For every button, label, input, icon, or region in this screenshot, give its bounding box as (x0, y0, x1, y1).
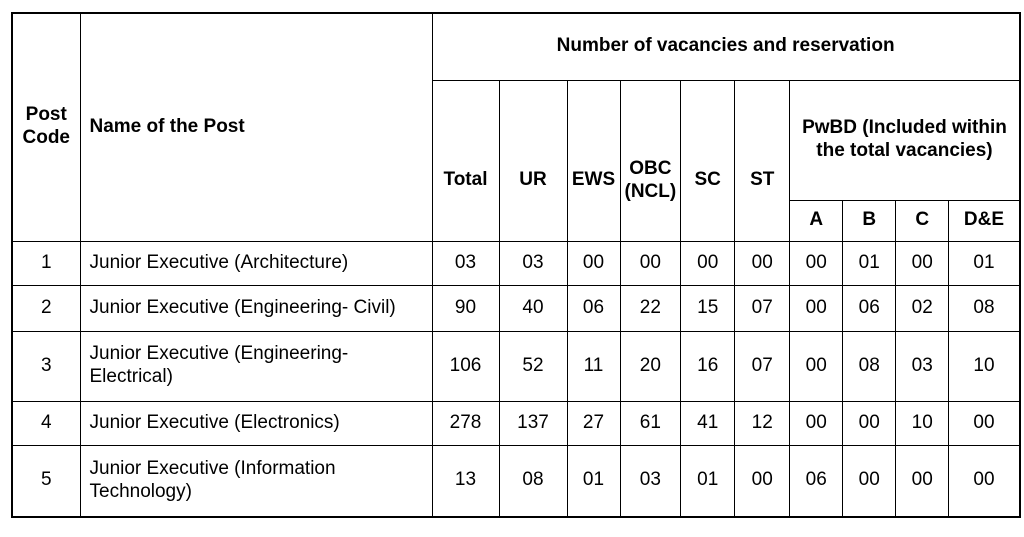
cell-ur: 137 (498, 400, 568, 446)
cell-total: 13 (431, 444, 500, 518)
table-row: 4 Junior Executive (Electronics) 278 137… (11, 400, 1021, 446)
cell-pwbd-c: 00 (895, 444, 950, 518)
header-name-of-post: Name of the Post (79, 12, 433, 242)
header-obc: OBC (NCL) (619, 79, 682, 242)
vacancy-table: Post Code Name of the Post Number of vac… (11, 12, 1021, 518)
cell-pwbd-c: 00 (895, 240, 950, 286)
cell-pwbd-de: 00 (948, 444, 1021, 518)
table-row: 2 Junior Executive (Engineering- Civil) … (11, 284, 1021, 332)
cell-pwbd-b: 00 (842, 444, 897, 518)
cell-obc: 61 (619, 400, 682, 446)
cell-total: 90 (431, 284, 500, 332)
table-row: 5 Junior Executive (Information Technolo… (11, 444, 1021, 518)
table-row: 3 Junior Executive (Engineering- Electri… (11, 330, 1021, 402)
cell-ur: 40 (498, 284, 568, 332)
cell-code: 1 (11, 240, 81, 286)
cell-total: 106 (431, 330, 500, 402)
cell-ur: 52 (498, 330, 568, 402)
header-pwbd-b: B (842, 199, 897, 242)
cell-ur: 03 (498, 240, 568, 286)
header-sc: SC (680, 79, 736, 242)
cell-st: 07 (734, 330, 791, 402)
header-pwbd-c: C (895, 199, 950, 242)
cell-sc: 00 (680, 240, 736, 286)
cell-pwbd-c: 02 (895, 284, 950, 332)
header-post-code: Post Code (11, 12, 81, 242)
header-pwbd-group: PwBD (Included within the total vacancie… (789, 79, 1021, 201)
cell-code: 5 (11, 444, 81, 518)
cell-ur: 08 (498, 444, 568, 518)
cell-name: Junior Executive (Electronics) (79, 400, 433, 446)
vacancy-table-container: Post Code Name of the Post Number of vac… (11, 12, 1021, 518)
cell-name: Junior Executive (Architecture) (79, 240, 433, 286)
cell-name: Junior Executive (Engineering- Electrica… (79, 330, 433, 402)
cell-total: 278 (431, 400, 500, 446)
cell-sc: 15 (680, 284, 736, 332)
cell-sc: 01 (680, 444, 736, 518)
cell-ews: 11 (566, 330, 621, 402)
cell-ews: 01 (566, 444, 621, 518)
cell-obc: 20 (619, 330, 682, 402)
cell-pwbd-a: 06 (789, 444, 844, 518)
header-vacancies-group: Number of vacancies and reservation (431, 12, 1021, 81)
cell-name: Junior Executive (Engineering- Civil) (79, 284, 433, 332)
cell-code: 4 (11, 400, 81, 446)
cell-obc: 03 (619, 444, 682, 518)
cell-st: 00 (734, 444, 791, 518)
cell-pwbd-c: 03 (895, 330, 950, 402)
cell-code: 3 (11, 330, 81, 402)
cell-ews: 06 (566, 284, 621, 332)
header-pwbd-a: A (789, 199, 844, 242)
table-row: 1 Junior Executive (Architecture) 03 03 … (11, 240, 1021, 286)
cell-pwbd-a: 00 (789, 400, 844, 446)
cell-obc: 00 (619, 240, 682, 286)
cell-st: 12 (734, 400, 791, 446)
cell-pwbd-b: 08 (842, 330, 897, 402)
cell-pwbd-de: 01 (948, 240, 1021, 286)
cell-pwbd-c: 10 (895, 400, 950, 446)
cell-pwbd-de: 10 (948, 330, 1021, 402)
header-ews: EWS (566, 79, 621, 242)
cell-pwbd-b: 06 (842, 284, 897, 332)
header-total: Total (431, 79, 500, 242)
cell-st: 07 (734, 284, 791, 332)
cell-ews: 27 (566, 400, 621, 446)
cell-pwbd-b: 01 (842, 240, 897, 286)
header-ur: UR (498, 79, 568, 242)
cell-pwbd-b: 00 (842, 400, 897, 446)
cell-pwbd-de: 00 (948, 400, 1021, 446)
cell-pwbd-de: 08 (948, 284, 1021, 332)
cell-pwbd-a: 00 (789, 284, 844, 332)
cell-total: 03 (431, 240, 500, 286)
cell-ews: 00 (566, 240, 621, 286)
cell-st: 00 (734, 240, 791, 286)
cell-code: 2 (11, 284, 81, 332)
cell-name: Junior Executive (Information Technology… (79, 444, 433, 518)
header-pwbd-de: D&E (948, 199, 1021, 242)
cell-obc: 22 (619, 284, 682, 332)
cell-sc: 41 (680, 400, 736, 446)
cell-sc: 16 (680, 330, 736, 402)
header-st: ST (734, 79, 791, 242)
cell-pwbd-a: 00 (789, 240, 844, 286)
cell-pwbd-a: 00 (789, 330, 844, 402)
